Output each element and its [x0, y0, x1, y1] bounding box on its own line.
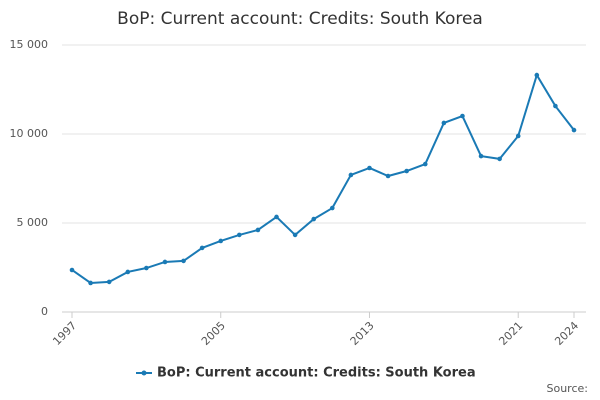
point	[311, 216, 317, 222]
point	[497, 156, 502, 162]
source: Source:	[547, 382, 589, 395]
point	[367, 165, 372, 171]
x-tick-label: 2005	[199, 319, 228, 348]
point	[218, 238, 224, 244]
x-tick-label: 2013	[348, 319, 377, 348]
point	[144, 265, 149, 271]
point	[69, 267, 75, 273]
y-tick-label: 15 000	[10, 38, 49, 51]
point	[385, 173, 391, 179]
point	[422, 161, 428, 167]
y-tick-label: 10 000	[10, 127, 49, 140]
chart-title: BoP: Current account: Credits: South Kor…	[117, 9, 483, 29]
point	[348, 172, 354, 178]
point	[199, 245, 205, 251]
point	[181, 258, 186, 264]
point	[441, 120, 447, 126]
legend-marker	[141, 370, 147, 376]
x-tick-label: 1997	[50, 319, 79, 348]
point	[255, 227, 261, 233]
point	[292, 232, 298, 238]
x-tick-label: 2024	[552, 319, 581, 348]
point	[274, 214, 279, 220]
point	[534, 72, 540, 78]
point	[162, 259, 168, 265]
point	[88, 280, 93, 286]
line	[71, 72, 575, 285]
point	[515, 133, 521, 139]
legend-label: BoP: Current account: Credits: South Kor…	[157, 366, 476, 381]
x-tick-label: 2021	[496, 319, 525, 348]
point	[404, 168, 409, 174]
point	[571, 127, 577, 133]
point	[478, 153, 484, 159]
y-tick-label: 5 000	[17, 216, 49, 229]
point	[460, 113, 465, 119]
y-tick-label: 0	[41, 305, 48, 318]
point	[553, 103, 558, 109]
point	[329, 205, 335, 211]
point	[237, 232, 242, 238]
point	[125, 269, 131, 275]
point	[106, 279, 112, 285]
